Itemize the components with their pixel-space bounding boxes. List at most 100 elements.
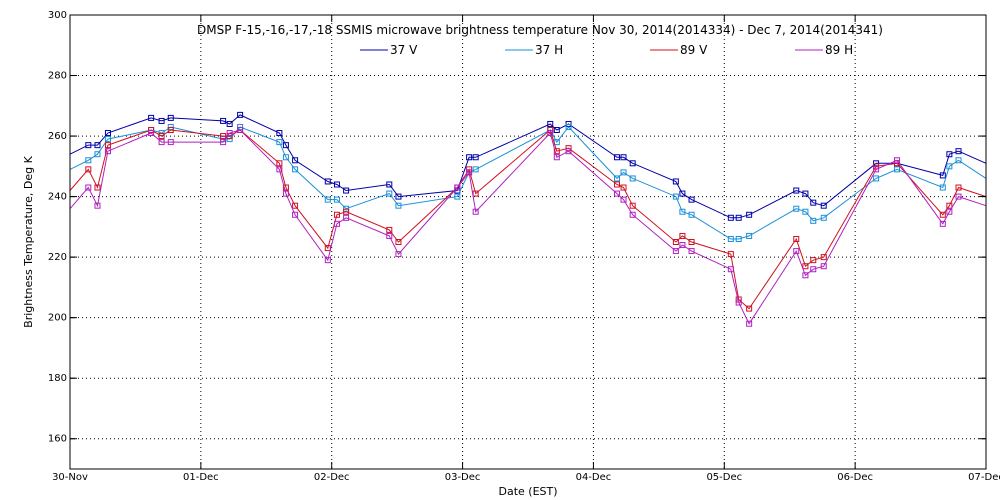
- y-tick-label: 160: [48, 434, 67, 445]
- data-point: [688, 248, 695, 255]
- data-point: [292, 211, 299, 218]
- data-point: [85, 166, 92, 173]
- data-point: [104, 148, 111, 155]
- data-point: [343, 187, 350, 194]
- data-point: [386, 181, 393, 188]
- data-point: [735, 214, 742, 221]
- data-point: [85, 157, 92, 164]
- data-point: [565, 148, 572, 155]
- data-point: [226, 130, 233, 137]
- series-37-v: [69, 111, 987, 221]
- data-point: [94, 184, 101, 191]
- data-point: [553, 127, 560, 134]
- series-group: [69, 111, 987, 327]
- data-point: [167, 139, 174, 146]
- data-point: [672, 193, 679, 200]
- legend-label: 37 H: [535, 43, 563, 57]
- data-point: [276, 166, 283, 173]
- legend-label: 89 V: [680, 43, 708, 57]
- data-point: [547, 120, 554, 127]
- data-point: [873, 163, 880, 170]
- y-tick-label: 260: [48, 131, 67, 142]
- data-point: [629, 211, 636, 218]
- data-point: [292, 202, 299, 209]
- data-point: [324, 196, 331, 203]
- series-line: [69, 129, 987, 310]
- data-point: [386, 226, 393, 233]
- data-point: [746, 320, 753, 327]
- data-point: [802, 272, 809, 279]
- data-point: [386, 232, 393, 239]
- data-point: [466, 169, 473, 176]
- data-point: [620, 169, 627, 176]
- data-point: [810, 199, 817, 206]
- data-point: [282, 142, 289, 149]
- data-point: [220, 117, 227, 124]
- data-point: [276, 139, 283, 146]
- data-point: [472, 166, 479, 173]
- data-point: [104, 136, 111, 143]
- data-point: [454, 193, 461, 200]
- series-line: [69, 114, 987, 219]
- x-tick-label: 03-Dec: [445, 472, 481, 483]
- data-point: [873, 166, 880, 173]
- x-tick-label: 04-Dec: [576, 472, 612, 483]
- data-point: [802, 208, 809, 215]
- data-point: [395, 251, 402, 258]
- data-point: [688, 239, 695, 245]
- series-line: [69, 129, 987, 325]
- data-point: [454, 184, 461, 191]
- data-point: [820, 254, 827, 261]
- y-tick-label: 240: [48, 192, 67, 203]
- data-point: [793, 187, 800, 194]
- data-point: [955, 193, 962, 200]
- data-point: [688, 211, 695, 218]
- data-point: [939, 211, 946, 218]
- data-point: [466, 154, 473, 161]
- data-point: [802, 263, 809, 270]
- data-point: [553, 148, 560, 155]
- data-point: [946, 151, 953, 158]
- x-tick-label: 06-Dec: [837, 472, 873, 483]
- y-tick-label: 300: [48, 10, 67, 21]
- data-point: [324, 245, 331, 252]
- data-point: [472, 208, 479, 215]
- data-point: [292, 157, 299, 164]
- data-point: [802, 190, 809, 197]
- legend-label: 89 H: [825, 43, 853, 57]
- data-point: [946, 202, 953, 209]
- data-point: [727, 251, 734, 258]
- y-tick-label: 200: [48, 313, 67, 324]
- y-axis-label: Brightness Temperature, Deg K: [22, 155, 35, 327]
- legend: 37 V 37 H 89 V 89 H: [360, 43, 853, 57]
- data-point: [629, 175, 636, 182]
- data-point: [237, 127, 244, 134]
- data-point: [85, 142, 92, 149]
- x-tick-label: 30-Nov: [52, 472, 88, 483]
- data-point: [810, 266, 817, 273]
- data-point: [237, 111, 244, 118]
- data-point: [746, 211, 753, 218]
- data-point: [946, 163, 953, 170]
- data-point: [672, 178, 679, 185]
- data-point: [85, 184, 92, 191]
- data-point: [679, 190, 686, 197]
- x-tick-label: 01-Dec: [183, 472, 219, 483]
- data-point: [820, 214, 827, 221]
- data-point: [894, 157, 901, 164]
- data-point: [688, 196, 695, 203]
- data-point: [282, 154, 289, 161]
- data-point: [220, 133, 227, 140]
- data-point: [324, 257, 331, 264]
- axis-ticks: 160 180 200 220 240 260 280 300 30-Nov 01-Dec 02-D…: [48, 10, 1000, 483]
- legend-label: 37 V: [390, 43, 418, 57]
- y-tick-label: 220: [48, 252, 67, 263]
- series-89-h: [69, 127, 987, 327]
- data-point: [276, 160, 283, 167]
- data-point: [946, 208, 953, 215]
- data-point: [613, 190, 620, 197]
- data-point: [820, 263, 827, 270]
- data-point: [148, 130, 155, 137]
- plot-frame: [69, 14, 987, 470]
